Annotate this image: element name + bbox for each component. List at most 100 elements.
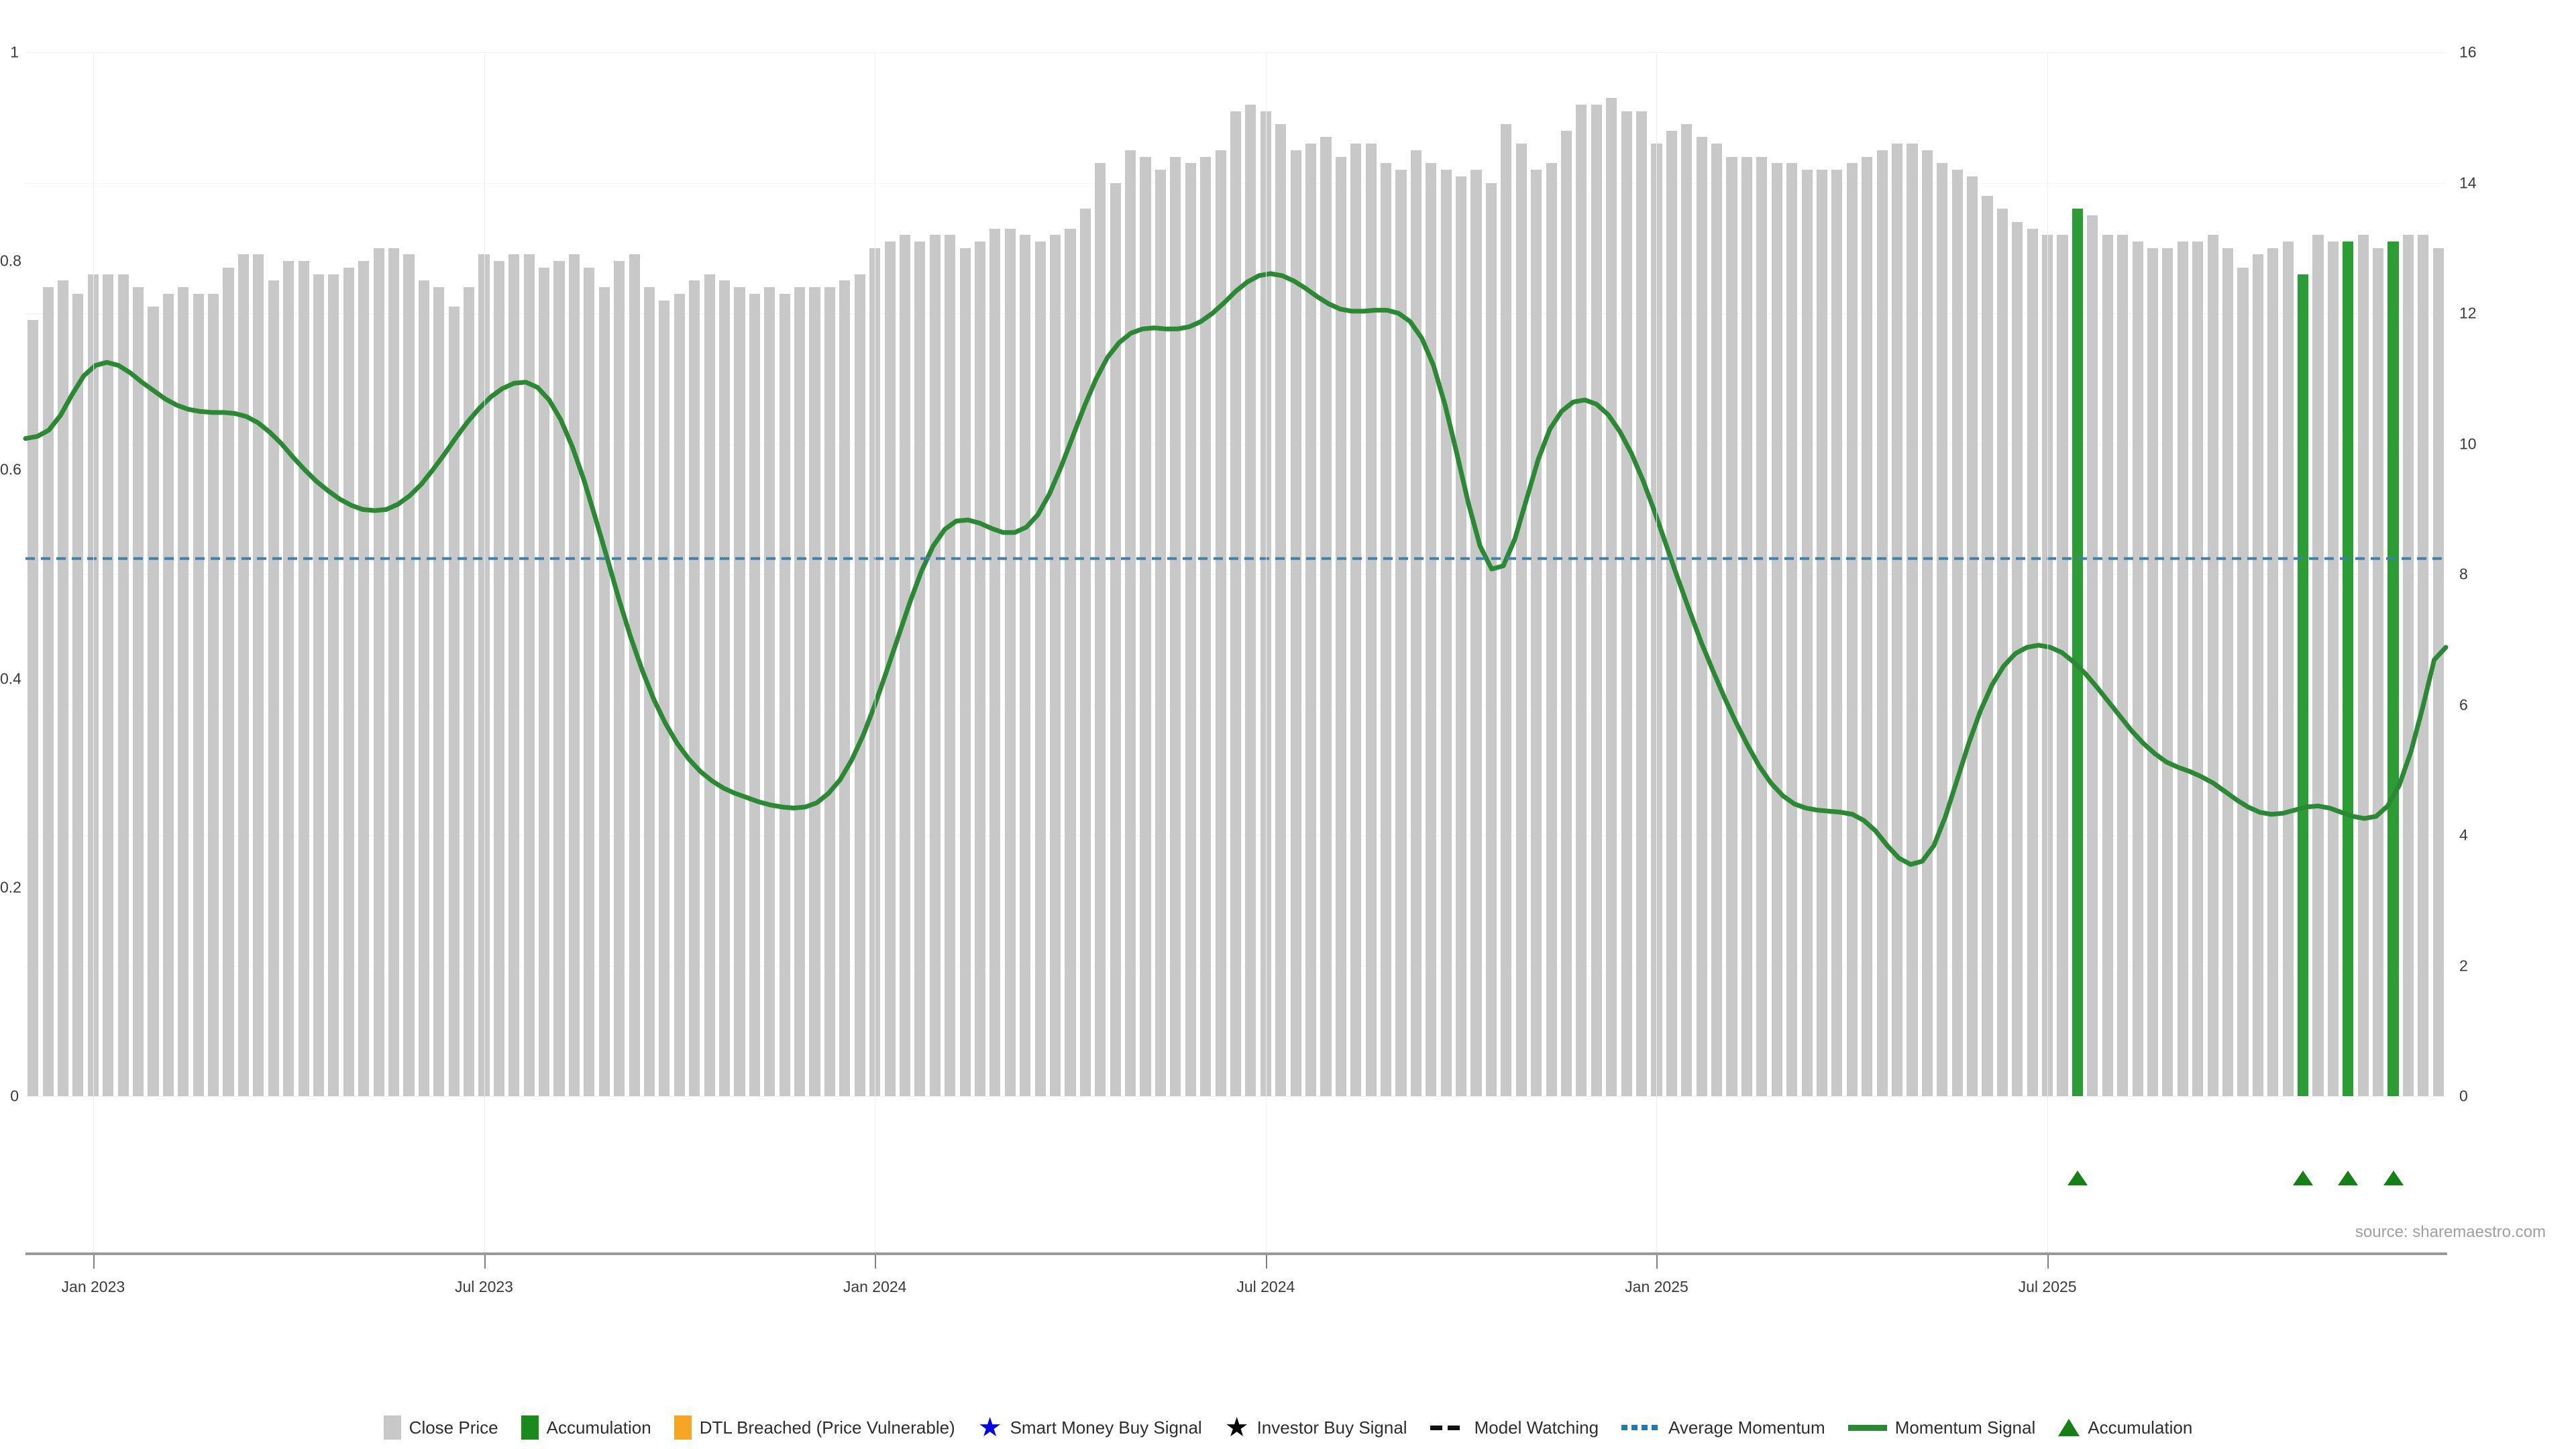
close-price-bar	[659, 300, 670, 1096]
close-price-bar	[704, 274, 715, 1096]
close-price-bar	[1876, 150, 1888, 1096]
legend-item[interactable]: DTL Breached (Price Vulnerable)	[674, 1415, 955, 1440]
x-vertical-gridline	[1656, 52, 1658, 1253]
legend-label: Momentum Signal	[1894, 1417, 2036, 1438]
x-vertical-gridline	[1265, 52, 1267, 1253]
close-price-bar	[1726, 156, 1737, 1096]
y-axis-left-tick-label: 0.2	[0, 878, 21, 896]
legend-item[interactable]: Accumulation	[521, 1415, 651, 1440]
legend-item[interactable]: ★ Smart Money Buy Signal	[977, 1413, 1202, 1442]
close-price-bar	[403, 254, 415, 1096]
y-axis-right-tick-label: 0	[2459, 1087, 2468, 1105]
close-price-bar	[208, 293, 219, 1096]
close-price-bar	[989, 228, 1001, 1096]
close-price-bar	[749, 293, 760, 1096]
close-price-bar	[388, 248, 400, 1096]
x-axis-line	[25, 1252, 2447, 1255]
close-price-bar	[2327, 241, 2339, 1096]
legend-label: Close Price	[409, 1417, 498, 1438]
legend-item[interactable]: Momentum Signal	[1847, 1415, 2036, 1440]
close-price-bar	[1560, 130, 1572, 1096]
close-price-bar	[2057, 235, 2068, 1096]
close-price-bar	[1996, 209, 2008, 1096]
legend-item[interactable]: ★ Investor Buy Signal	[1225, 1414, 1407, 1441]
y-axis-right-tick-label: 8	[2459, 565, 2468, 583]
close-price-bar	[298, 261, 309, 1096]
x-axis-tick	[1265, 1255, 1267, 1269]
y-axis-right-tick-label: 6	[2459, 696, 2468, 713]
accumulation-bar	[2387, 241, 2399, 1096]
accumulation-triangle-marker	[2293, 1171, 2314, 1185]
close-price-bar	[2192, 241, 2204, 1096]
close-price-bar	[1681, 123, 1693, 1096]
close-price-bar	[1395, 170, 1407, 1096]
legend-item[interactable]: Model Watching	[1430, 1415, 1599, 1440]
close-price-bar	[764, 287, 775, 1096]
close-price-bar	[1410, 150, 1421, 1096]
legend-item[interactable]: Average Momentum	[1621, 1415, 1825, 1440]
grid-line	[25, 1096, 2446, 1097]
legend-item[interactable]: Close Price	[383, 1415, 498, 1440]
close-price-bar	[1050, 235, 1061, 1096]
close-price-bar	[1335, 156, 1346, 1096]
close-price-bar	[57, 280, 69, 1096]
close-price-bar	[1576, 104, 1587, 1096]
x-vertical-gridline	[93, 52, 94, 1253]
close-price-bar	[1095, 163, 1106, 1096]
close-price-bar	[914, 241, 926, 1096]
close-price-bar	[1426, 163, 1437, 1096]
x-axis-tick	[484, 1255, 486, 1269]
close-price-bar	[794, 287, 806, 1096]
close-price-bar	[1065, 228, 1076, 1096]
y-axis-right-tick-label: 4	[2459, 826, 2468, 844]
close-price-bar	[568, 254, 580, 1096]
legend-swatch-square-icon	[521, 1415, 539, 1440]
close-price-bar	[493, 261, 504, 1096]
close-price-bar	[1140, 156, 1151, 1096]
y-axis-right-tick-label: 2	[2459, 957, 2468, 974]
legend-item[interactable]: Accumulation	[2058, 1417, 2192, 1438]
close-price-bar	[2252, 254, 2263, 1096]
x-vertical-gridline	[2047, 52, 2049, 1253]
close-price-bar	[2027, 228, 2038, 1096]
legend-star-icon: ★	[977, 1413, 1002, 1442]
close-price-bar	[1170, 156, 1181, 1096]
close-price-bar	[148, 307, 159, 1096]
legend-swatch-square-icon	[383, 1415, 401, 1440]
close-price-bar	[1907, 144, 1918, 1096]
close-price-bar	[2012, 221, 2023, 1096]
x-axis-tick-label: Jan 2023	[61, 1278, 125, 1295]
close-price-bar	[2267, 248, 2279, 1096]
close-price-bar	[2222, 248, 2234, 1096]
close-price-bar	[2312, 235, 2324, 1096]
close-price-bar	[373, 248, 384, 1096]
close-price-bar	[1275, 123, 1287, 1096]
close-price-bar	[1531, 170, 1542, 1096]
accumulation-triangle-marker	[2383, 1171, 2404, 1185]
close-price-bar	[1110, 182, 1121, 1096]
close-price-bar	[1185, 163, 1196, 1096]
close-price-bar	[1320, 137, 1332, 1096]
close-price-bar	[2147, 248, 2159, 1096]
close-price-bar	[718, 280, 731, 1096]
close-price-bar	[313, 274, 325, 1096]
y-axis-right-tick-label: 16	[2459, 43, 2477, 61]
close-price-bar	[2282, 241, 2294, 1096]
close-price-bar	[1245, 104, 1256, 1096]
legend-label: Investor Buy Signal	[1256, 1417, 1407, 1438]
close-price-bar	[959, 248, 971, 1096]
x-axis-tick-label: Jul 2024	[1236, 1278, 1295, 1295]
close-price-bar	[72, 293, 84, 1096]
close-price-bar	[1801, 170, 1813, 1096]
close-price-bar	[2117, 235, 2129, 1096]
close-price-bar	[133, 287, 144, 1096]
close-price-bar	[1456, 176, 1467, 1096]
close-price-bar	[328, 274, 339, 1096]
close-price-bar	[553, 261, 565, 1096]
close-price-bar	[433, 287, 445, 1096]
legend-label: Average Momentum	[1668, 1417, 1825, 1438]
close-price-bar	[884, 241, 896, 1096]
x-axis-tick	[93, 1255, 95, 1269]
close-price-bar	[162, 293, 174, 1096]
y-axis-left-tick-label: 1	[10, 43, 19, 61]
